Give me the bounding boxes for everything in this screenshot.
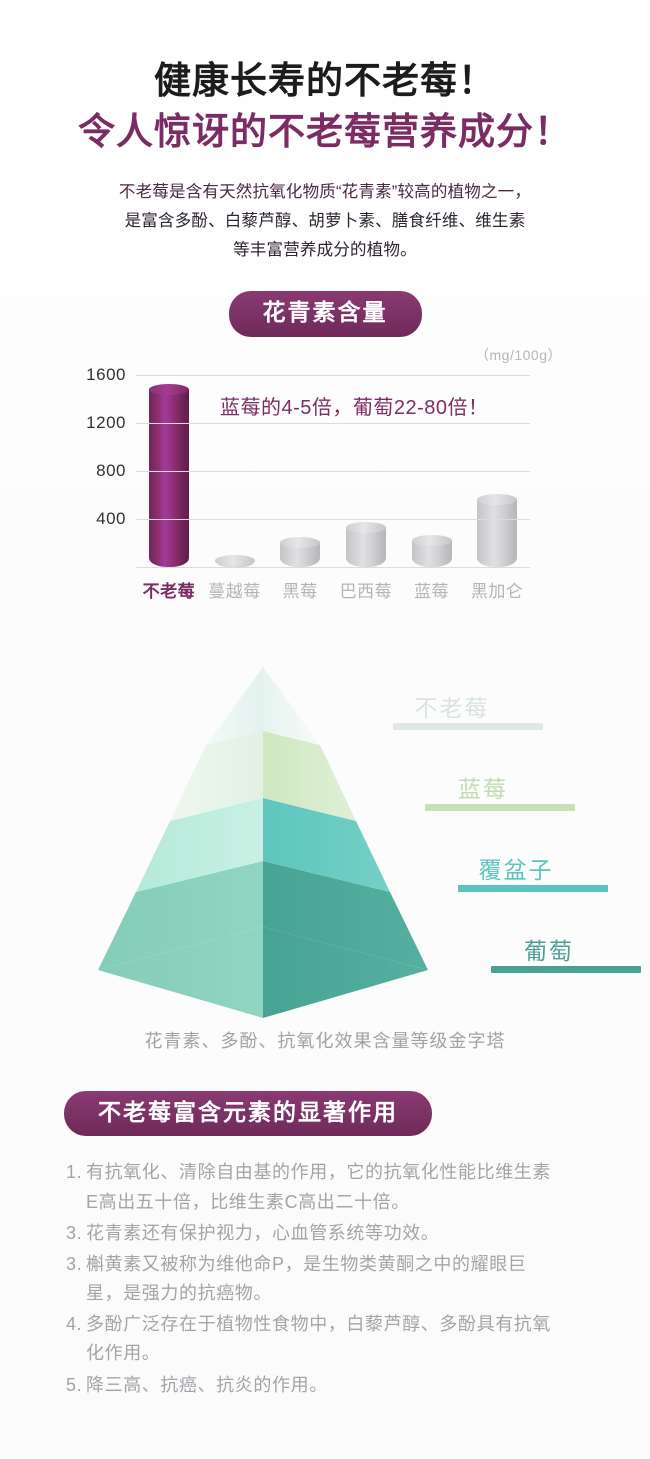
chart-bar-body: [477, 499, 518, 567]
intro-line-3: 等丰富营养成分的植物。: [233, 241, 417, 260]
chart-x-label: 蓝莓: [414, 581, 449, 601]
benefit-text: 降三高、抗癌、抗炎的作用。: [86, 1374, 328, 1395]
anthocyanin-bar-chart: （mg/100g） 蓝莓的4-5倍，葡萄22-80倍！ 1600 1200 800 4…: [0, 341, 650, 641]
chart-bar: [345, 521, 386, 567]
benefit-number: 3.: [66, 1253, 83, 1274]
chart-bar-cap: [477, 494, 518, 506]
chart-bar: [411, 535, 452, 567]
benefit-item: 3. 槲黄素又被称为维他命P，是生物类黄酮之中的耀眼巨星，是强力的抗癌物。: [66, 1250, 622, 1308]
pyramid-rule-1: [425, 803, 575, 811]
chart-x-label: 巴西莓: [339, 581, 393, 601]
pyramid-graphic: [98, 666, 428, 1018]
chart-bar: [214, 554, 255, 567]
chart-bar-cap: [214, 554, 255, 566]
chart-gridline: [136, 422, 530, 424]
pyramid-caption: 花青素、多酚、抗氧化效果含量等级金字塔: [144, 1030, 506, 1051]
chart-y-tick-label: 1600: [86, 364, 126, 384]
benefit-text: 有抗氧化、清除自由基的作用，它的抗氧化性能比维生素E高出五十倍，比维生素C高出二…: [86, 1162, 551, 1212]
benefit-text: 槲黄素又被称为维他命P，是生物类黄酮之中的耀眼巨星，是强力的抗癌物。: [86, 1253, 527, 1304]
benefit-item: 5. 降三高、抗癌、抗炎的作用。: [66, 1371, 622, 1400]
chart-bar-body: [148, 388, 189, 567]
chart-bar-cap: [411, 535, 452, 547]
chart-gridline: [136, 470, 530, 472]
benefit-item: 4. 多酚广泛存在于植物性食物中，白藜芦醇、多酚具有抗氧化作用。: [66, 1310, 622, 1368]
headline-primary: 健康长寿的不老莓！: [154, 60, 496, 101]
header: 健康长寿的不老莓！ 令人惊讶的不老莓营养成分！ 不老莓是含有天然抗氧化物质“花青…: [0, 0, 650, 266]
pyramid-rule-0: [393, 722, 543, 730]
benefit-text: 花青素还有保护视力，心血管系统等功效。: [86, 1222, 440, 1243]
benefits-section: 不老莓富含元素的显著作用 1. 有抗氧化、清除自由基的作用，它的抗氧化性能比维生素…: [0, 1090, 650, 1400]
benefit-item: 1. 有抗氧化、清除自由基的作用，它的抗氧化性能比维生素E高出五十倍，比维生素C高…: [66, 1158, 622, 1216]
chart-y-tick-label: 800: [96, 460, 126, 480]
chart-baseline: [136, 566, 530, 568]
chart-x-label: 黑莓: [282, 581, 318, 601]
chart-y-tick-label: 1200: [86, 412, 126, 432]
pyramid-label-3: 葡萄: [524, 937, 574, 964]
benefit-number: 1.: [66, 1162, 83, 1183]
intro-paragraph: 不老莓是含有天然抗氧化物质“花青素”较高的植物之一， 是富含多酚、白藜芦醇、胡萝…: [69, 178, 581, 266]
benefit-number: 3.: [66, 1222, 83, 1243]
pyramid-label-0: 不老莓: [414, 694, 490, 721]
chart-section-badge: 花青素含量: [228, 290, 422, 337]
chart-annotation: 蓝莓的4-5倍，葡萄22-80倍！: [220, 396, 489, 419]
pyramid-label-2: 覆盆子: [478, 856, 554, 883]
chart-gridline: [136, 518, 530, 520]
chart-bar-cap: [280, 536, 321, 548]
chart-bar-body: [345, 526, 386, 567]
chart-unit-label: （mg/100g）: [475, 346, 562, 363]
benefits-section-badge: 不老莓富含元素的显著作用: [64, 1090, 432, 1137]
pyramid-label-1: 蓝莓: [458, 775, 508, 802]
benefit-number: 5.: [66, 1374, 83, 1395]
chart-badge-wrap: 花青素含量: [0, 290, 650, 337]
chart-bars: [136, 375, 530, 567]
benefit-item: 3. 花青素还有保护视力，心血管系统等功效。: [66, 1219, 622, 1248]
pyramid-rule-2: [458, 884, 608, 892]
chart-x-label: 蔓越莓: [208, 581, 261, 601]
chart-plot-area: 蓝莓的4-5倍，葡萄22-80倍！ 1600 1200 800 400: [86, 365, 530, 568]
chart-x-labels: 不老莓 蔓越莓 黑莓 巴西莓 蓝莓 黑加仑: [136, 577, 530, 607]
nutrient-pyramid: 不老莓 蓝莓 覆盆子 葡萄 花青素、多酚、抗氧化效果含量等级金字塔: [0, 655, 650, 1075]
headline-secondary: 令人惊讶的不老莓营养成分！: [78, 111, 572, 153]
chart-bar-cap: [148, 383, 189, 395]
chart-bar: [477, 494, 518, 567]
chart-bar: [280, 536, 321, 567]
chart-bar-cap: [345, 521, 386, 533]
benefit-text: 多酚广泛存在于植物性食物中，白藜芦醇、多酚具有抗氧化作用。: [86, 1314, 551, 1364]
chart-y-tick-label: 400: [96, 508, 126, 528]
chart-x-label: 黑加仑: [470, 581, 524, 601]
benefits-list: 1. 有抗氧化、清除自由基的作用，它的抗氧化性能比维生素E高出五十倍，比维生素C高…: [64, 1158, 650, 1399]
chart-x-label: 不老莓: [142, 581, 196, 601]
benefit-number: 4.: [66, 1314, 83, 1335]
chart-gridline: [136, 374, 530, 376]
intro-line-2: 是富含多酚、白藜芦醇、胡萝卜素、膳食纤维、维生素: [124, 211, 526, 230]
chart-bar: [148, 383, 189, 567]
pyramid-rule-3: [491, 965, 641, 973]
intro-line-1: 不老莓是含有天然抗氧化物质“花青素”较高的植物之一，: [118, 182, 532, 201]
